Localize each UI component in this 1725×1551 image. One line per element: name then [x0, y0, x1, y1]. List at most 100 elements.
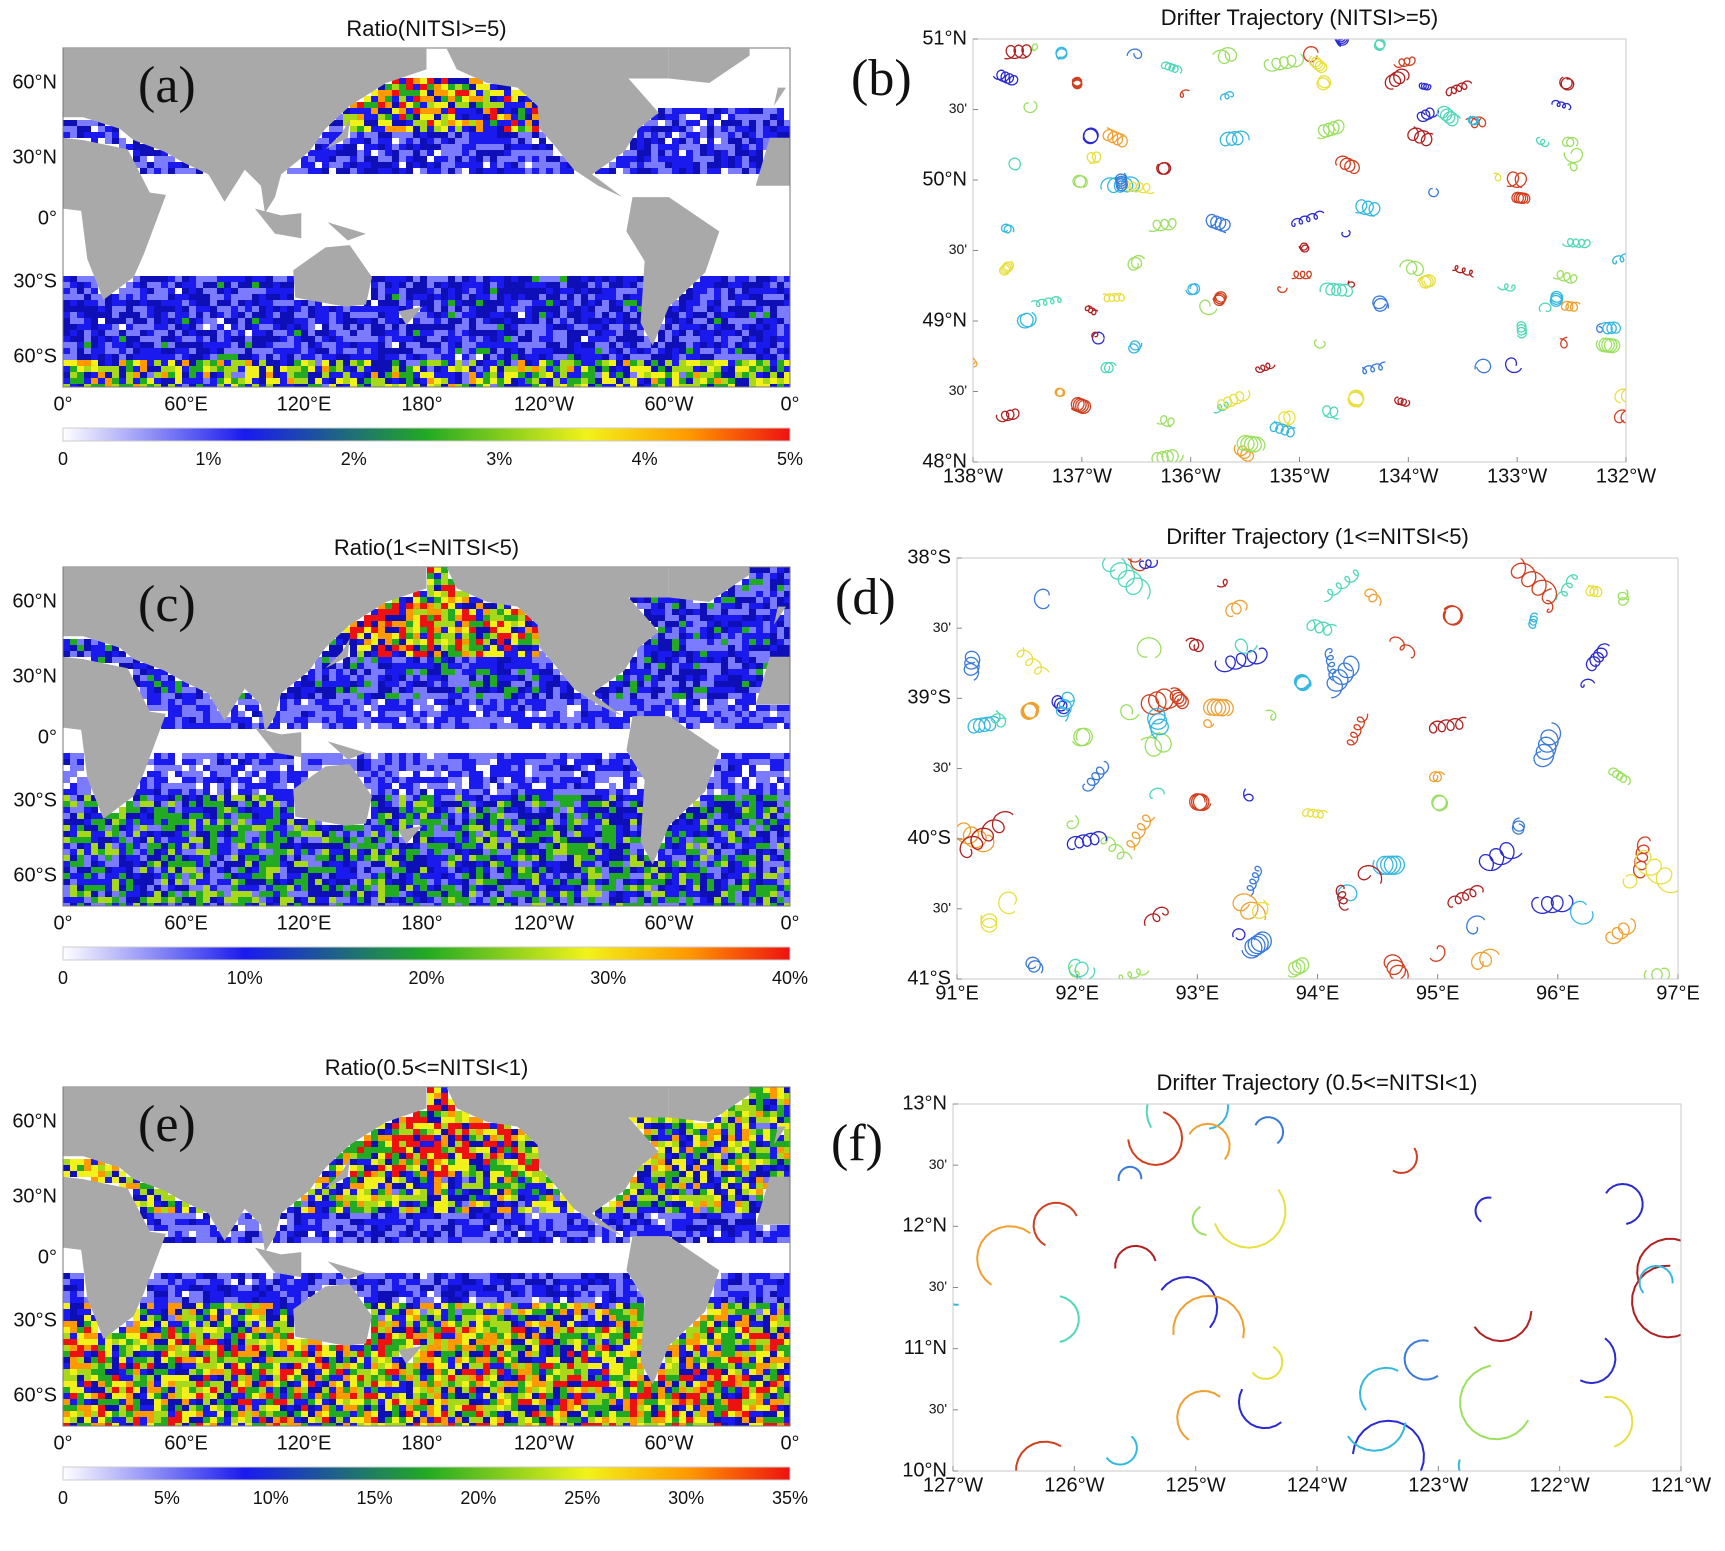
ratio-cell: [420, 168, 427, 174]
ratio-cell: [154, 366, 161, 372]
ratio-cell: [364, 114, 371, 120]
ratio-cell: [469, 156, 476, 162]
ratio-cell: [609, 378, 616, 384]
ratio-cell: [98, 885, 105, 891]
ratio-cell: [497, 366, 504, 372]
ratio-cell: [63, 771, 70, 777]
ratio-cell: [497, 354, 504, 360]
ratio-cell: [371, 282, 378, 288]
ratio-cell: [133, 789, 140, 795]
ratio-cell: [378, 378, 385, 384]
ratio-cell: [504, 879, 511, 885]
ratio-cell: [469, 669, 476, 675]
ratio-cell: [448, 819, 455, 825]
ratio-cell: [707, 138, 714, 144]
ratio-cell: [483, 108, 490, 114]
ratio-cell: [385, 639, 392, 645]
ratio-cell: [91, 342, 98, 348]
ratio-cell: [252, 885, 259, 891]
ratio-cell: [707, 132, 714, 138]
ratio-cell: [210, 705, 217, 711]
ratio-cell: [476, 897, 483, 903]
ratio-cell: [434, 717, 441, 723]
drifter-trajectory: [1595, 337, 1621, 354]
ratio-cell: [371, 384, 378, 387]
ratio-cell: [420, 162, 427, 168]
ratio-cell: [336, 711, 343, 717]
ratio-cell: [140, 795, 147, 801]
ratio-cell: [203, 705, 210, 711]
ratio-cell: [441, 168, 448, 174]
ratio-cell: [441, 699, 448, 705]
drifter-trajectory: [1091, 331, 1099, 339]
ratio-cell: [336, 330, 343, 336]
ratio-cell: [644, 144, 651, 150]
ratio-cell: [441, 789, 448, 795]
ratio-cell: [168, 903, 175, 906]
ratio-cell: [560, 282, 567, 288]
ratio-cell: [469, 96, 476, 102]
ratio-cell: [735, 162, 742, 168]
ratio-cell: [504, 120, 511, 126]
ratio-cell: [336, 156, 343, 162]
ratio-cell: [301, 324, 308, 330]
ratio-cell: [490, 318, 497, 324]
ratio-cell: [168, 891, 175, 897]
ratio-cell: [749, 378, 756, 384]
ratio-cell: [196, 324, 203, 330]
ratio-cell: [287, 705, 294, 711]
ratio-cell: [497, 807, 504, 813]
ratio-cell: [476, 621, 483, 627]
ratio-cell: [259, 324, 266, 330]
ratio-cell: [553, 156, 560, 162]
ratio-cell: [707, 126, 714, 132]
ratio-cell: [413, 801, 420, 807]
ratio-cell: [273, 288, 280, 294]
ratio-cell: [378, 693, 385, 699]
ratio-cell: [567, 366, 574, 372]
ratio-cell: [252, 789, 259, 795]
ratio-cell: [504, 807, 511, 813]
ratio-cell: [63, 120, 70, 126]
ratio-cell: [371, 102, 378, 108]
ratio-cell: [98, 813, 105, 819]
ratio-cell: [182, 699, 189, 705]
drifter-trajectory: [1160, 61, 1183, 74]
ratio-cell: [406, 102, 413, 108]
ratio-cell: [532, 384, 539, 387]
ratio-cell: [686, 156, 693, 162]
ratio-cell: [154, 276, 161, 282]
ratio-cell: [112, 138, 119, 144]
ratio-cell: [546, 168, 553, 174]
ratio-cell: [329, 324, 336, 330]
ratio-cell: [441, 675, 448, 681]
ratio-cell: [665, 318, 672, 324]
ratio-cell: [140, 843, 147, 849]
ratio-cell: [560, 384, 567, 387]
ratio-cell: [644, 354, 651, 360]
ratio-cell: [119, 873, 126, 879]
ratio-cell: [385, 144, 392, 150]
ratio-cell: [259, 384, 266, 387]
ratio-cell: [490, 282, 497, 288]
ratio-cell: [455, 108, 462, 114]
ratio-cell: [413, 645, 420, 651]
ratio-cell: [476, 627, 483, 633]
ratio-cell: [175, 348, 182, 354]
ratio-cell: [553, 336, 560, 342]
ratio-cell: [700, 282, 707, 288]
ratio-cell: [77, 645, 84, 651]
ratio-cell: [392, 288, 399, 294]
ratio-cell: [630, 372, 637, 378]
ratio-cell: [707, 288, 714, 294]
ratio-cell: [399, 621, 406, 627]
ratio-cell: [182, 288, 189, 294]
ratio-cell: [385, 288, 392, 294]
ratio-cell: [413, 615, 420, 621]
ratio-cell: [364, 138, 371, 144]
ratio-cell: [168, 765, 175, 771]
ratio-cell: [392, 807, 399, 813]
ratio-cell: [336, 897, 343, 903]
ratio-cell: [770, 372, 777, 378]
ratio-cell: [385, 336, 392, 342]
